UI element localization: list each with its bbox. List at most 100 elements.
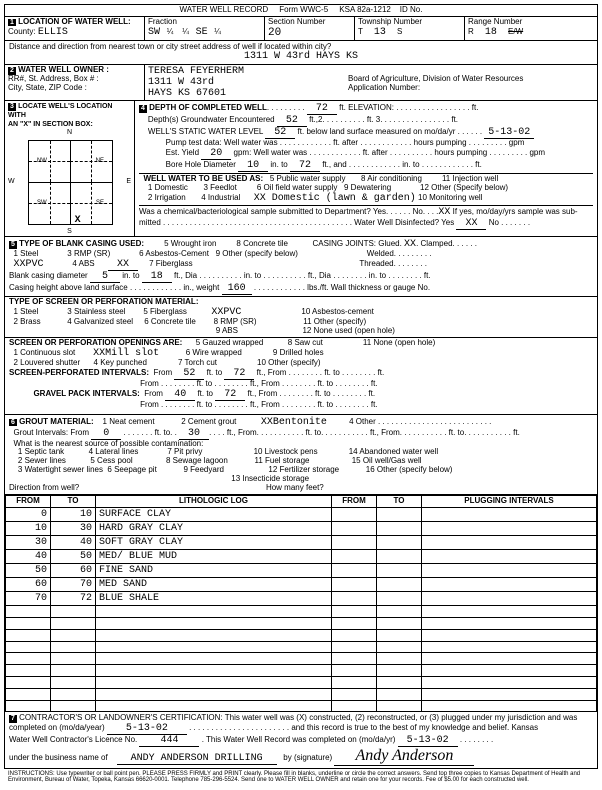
cert-l3b: . This Water Well Record was completed o…: [202, 735, 396, 744]
ftfrom1: ft., From: [257, 368, 287, 377]
from4: From: [140, 400, 159, 409]
s8: 8 RMP (SR): [214, 317, 257, 326]
u3: 3 Feedlot: [203, 183, 236, 192]
dis-x: XX: [456, 218, 486, 230]
ftto5: ft. to: [197, 389, 213, 398]
log-row: [6, 641, 597, 653]
o1: 1 Continuous slot: [13, 348, 75, 357]
chem-x: XX: [438, 207, 450, 218]
from3: From: [144, 389, 163, 398]
dir-label: Direction from well?: [9, 483, 79, 492]
ch-lbs: lbs./ft. Wall thickness or gauge No.: [307, 283, 430, 292]
u1: 1 Domestic: [148, 183, 188, 192]
ch-wtv: 160: [222, 283, 252, 295]
s3: 3 Stainless steel: [67, 307, 125, 316]
log-row: 7072BLUE SHALE: [6, 592, 597, 606]
section-number: 20: [268, 27, 281, 39]
pvc: XXPVC: [13, 259, 43, 270]
clamped: . Clamped: [416, 239, 452, 248]
twp-s: S: [397, 27, 402, 36]
est-yield: 20: [201, 148, 231, 160]
bore-ft: ft., and: [322, 160, 346, 169]
cert-l4a: under the business name of: [9, 753, 108, 762]
after: ft. after: [333, 138, 358, 147]
o4: 4 Key punched: [94, 358, 147, 367]
con7: 7 Pit privy: [167, 447, 202, 456]
ftto7: ft. to: [197, 400, 213, 409]
ftto2: ft. to: [324, 368, 340, 377]
lithologic-log-table: FROM TO LITHOLOGIC LOG FROM TO PLUGGING …: [5, 495, 597, 712]
u7: XX Domestic (lawn & garden): [254, 193, 416, 204]
county-value: ELLIS: [38, 27, 68, 38]
est-label: Est. Yield: [166, 148, 199, 157]
box-nw: NW: [37, 158, 47, 165]
county-label: County:: [8, 27, 36, 36]
cert-l3a: Water Well Contractor's Licence No.: [9, 735, 137, 744]
log-col-plug: PLUGGING INTERVALS: [422, 496, 597, 508]
ftto3: ft. to: [197, 379, 213, 388]
township-number: 13: [374, 27, 386, 38]
section4-title: DEPTH OF COMPLETED WELL: [149, 103, 267, 112]
c5: 5 Wrought iron: [164, 239, 216, 248]
o7: 7 Torch cut: [178, 358, 217, 367]
o10: 10 Other (specify): [257, 358, 321, 367]
gp1a: 40: [165, 389, 195, 401]
s12: 12 None used (open hole): [302, 326, 395, 335]
con2: 2 Sewer lines: [18, 456, 66, 465]
c6: 6 Asbestos-Cement: [139, 249, 209, 258]
bore1: 10: [238, 160, 268, 172]
distance-label: Distance and direction from nearest town…: [9, 42, 331, 51]
footer-instructions: INSTRUCTIONS: Use typewriter or ball poi…: [4, 769, 598, 786]
gi-label: Grout Intervals: From: [13, 428, 89, 437]
cert-l4b: by (signature): [283, 753, 332, 762]
c7: 7 Fiberglass: [149, 259, 193, 268]
form-title: WATER WELL RECORD Form WWC-5 KSA 82a-121…: [5, 5, 597, 16]
swl-after: ft. below land surface measured on mo/da…: [298, 127, 456, 136]
chem-label: Was a chemical/bacteriological sample su…: [139, 207, 438, 216]
u4: 4 Industrial: [201, 193, 240, 202]
con15: 15 Oil well/Gas well: [352, 456, 422, 465]
log-row: [6, 653, 597, 665]
bcd-into2: in. to: [369, 271, 386, 280]
log-row: [6, 629, 597, 641]
grav-label: GRAVEL PACK INTERVALS:: [33, 389, 139, 398]
joints-x: XX: [404, 239, 416, 250]
o8: 8 Saw cut: [288, 338, 323, 347]
from1: From: [153, 368, 172, 377]
section3-sub: AN "X" IN SECTION BOX:: [8, 121, 93, 128]
owner-csz: HAYS KS 67601: [148, 88, 226, 99]
s2: 2 Brass: [13, 317, 40, 326]
log-row: 3040SOFT GRAY CLAY: [6, 536, 597, 550]
disinfect-label: Water Well Disinfected? Yes: [354, 218, 454, 227]
cert-date1: 5-13-02: [107, 723, 187, 735]
g2: 2 Cement grout: [181, 417, 236, 426]
log-row: [6, 618, 597, 630]
c1: 1 Steel: [13, 249, 38, 258]
q3: ¼: [214, 27, 221, 36]
compass-w: W: [8, 178, 15, 186]
g4: 4 Other: [349, 417, 376, 426]
o2: 2 Louvered shutter: [13, 358, 80, 367]
bcd-label: Blank casing diameter: [9, 271, 88, 280]
ch-label: Casing height above land surface: [9, 283, 128, 292]
compass-e: E: [126, 178, 131, 186]
bore-label: Bore Hole Diameter: [166, 160, 236, 169]
section-number-label: Section Number: [268, 17, 325, 26]
mitted: mitted: [139, 218, 161, 227]
log-row: 4050MED/ BLUE MUD: [6, 550, 597, 564]
log-col-to: TO: [51, 496, 96, 508]
s1: 1 Steel: [13, 307, 38, 316]
s10: 10 Asbestos-cement: [301, 307, 373, 316]
log-row: [6, 688, 597, 700]
c9: 9 Other (specify below): [216, 249, 298, 258]
s9: 9 ABS: [216, 326, 238, 335]
con6: 6 Seepage pit: [107, 465, 156, 474]
elev-label: ft. ELEVATION:: [339, 103, 394, 112]
s6: 6 Concrete tile: [144, 317, 196, 326]
range-label: Range Number: [468, 17, 522, 26]
con14: 14 Abandoned water well: [349, 447, 438, 456]
chem2: If yes, mo/day/yrs sample was sub-: [453, 207, 578, 216]
log-row: [6, 665, 597, 677]
log-row: 1030HARD GRAY CLAY: [6, 522, 597, 536]
addr-label: RR#, St. Address, Box # :: [8, 74, 99, 83]
